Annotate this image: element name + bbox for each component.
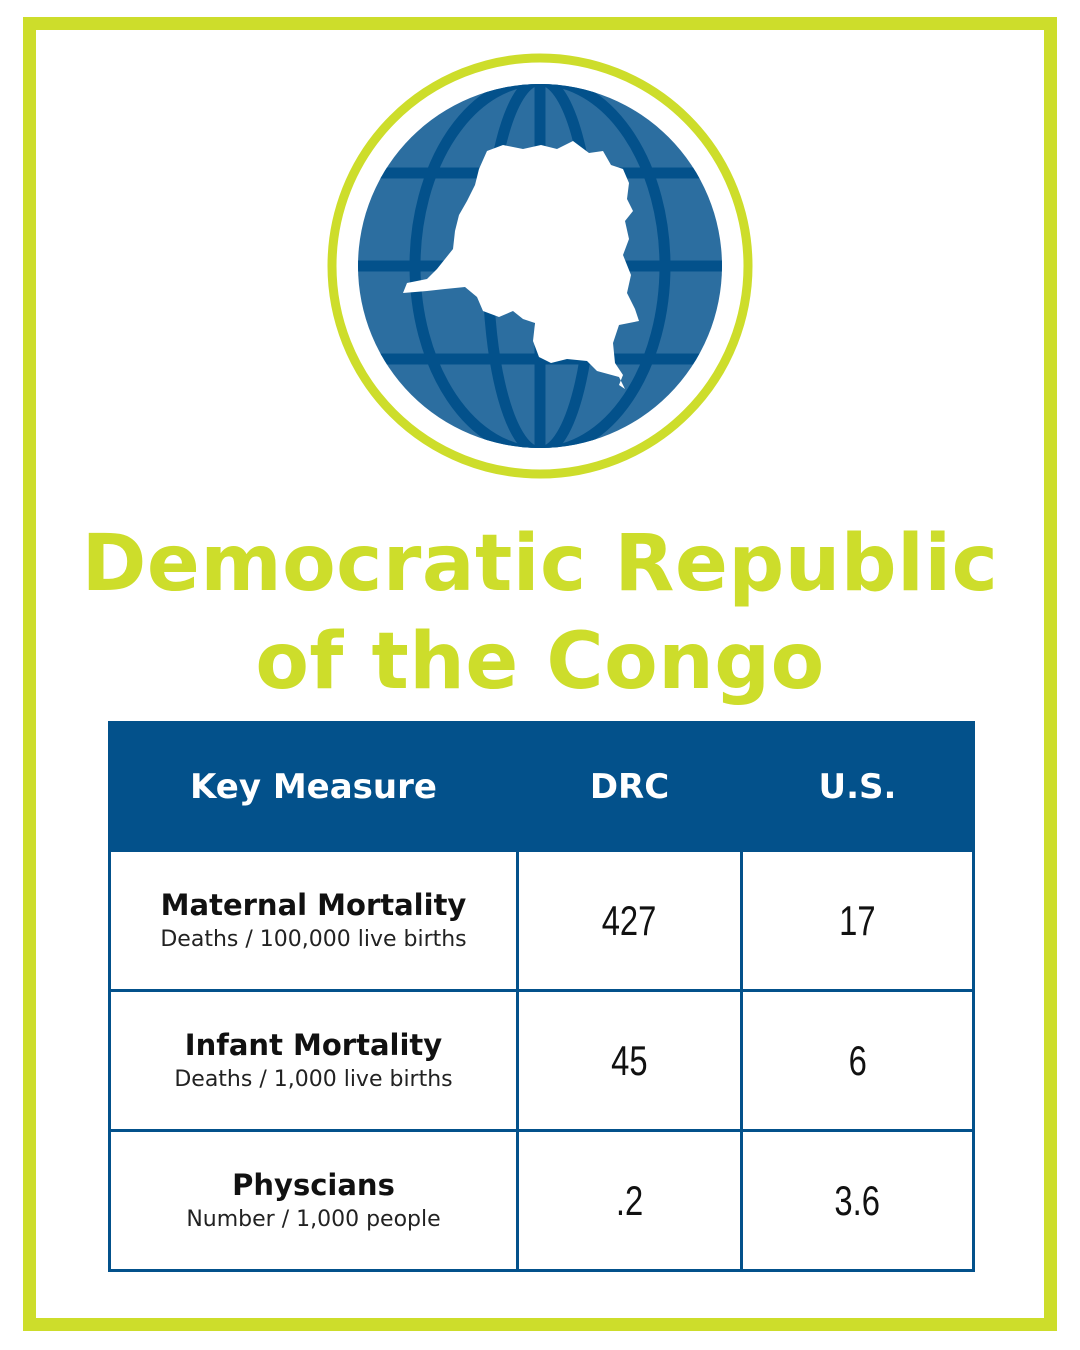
measure-unit: Number / 1,000 people (186, 1206, 441, 1232)
drc-value: 427 (602, 896, 657, 944)
drc-value-cell: 427 (516, 849, 743, 992)
page-title-line-1: Democratic Republic (81, 519, 999, 609)
us-value-cell: 17 (740, 849, 975, 992)
page-title-line-2: of the Congo (255, 617, 825, 707)
globe-icon (327, 53, 753, 479)
key-measures-table: Key Measure DRC U.S. Maternal Mortality … (108, 721, 975, 1272)
measure-cell: Infant Mortality Deaths / 1,000 live bir… (108, 989, 519, 1132)
measure-cell: Physcians Number / 1,000 people (108, 1129, 519, 1272)
drc-value-cell: .2 (516, 1129, 743, 1272)
measure-name: Maternal Mortality (160, 887, 467, 922)
page-title: Democratic Republic of the Congo (0, 515, 1080, 711)
drc-value-cell: 45 (516, 989, 743, 1132)
table-row: Maternal Mortality Deaths / 100,000 live… (108, 849, 975, 992)
page-border-frame (23, 17, 1057, 1331)
us-value-cell: 3.6 (740, 1129, 975, 1272)
measure-cell: Maternal Mortality Deaths / 100,000 live… (108, 849, 519, 992)
drc-value: .2 (615, 1176, 644, 1224)
drc-map-shape (403, 141, 639, 389)
table-row: Infant Mortality Deaths / 1,000 live bir… (108, 989, 975, 1132)
drc-value: 45 (611, 1036, 648, 1084)
measure-unit: Deaths / 1,000 live births (174, 1066, 453, 1092)
globe-with-drc-map-icon (327, 53, 753, 479)
header-us: U.S. (740, 721, 975, 852)
us-value-cell: 6 (740, 989, 975, 1132)
measure-name: Infant Mortality (184, 1027, 443, 1062)
us-value: 6 (848, 1036, 867, 1084)
us-value: 3.6 (834, 1176, 881, 1224)
header-drc: DRC (516, 721, 743, 852)
measure-name: Physcians (232, 1167, 395, 1202)
table-header-row: Key Measure DRC U.S. (108, 721, 975, 852)
header-key-measure: Key Measure (108, 721, 519, 852)
table-row: Physcians Number / 1,000 people .2 3.6 (108, 1129, 975, 1272)
us-value: 17 (839, 896, 876, 944)
measure-unit: Deaths / 100,000 live births (160, 926, 467, 952)
